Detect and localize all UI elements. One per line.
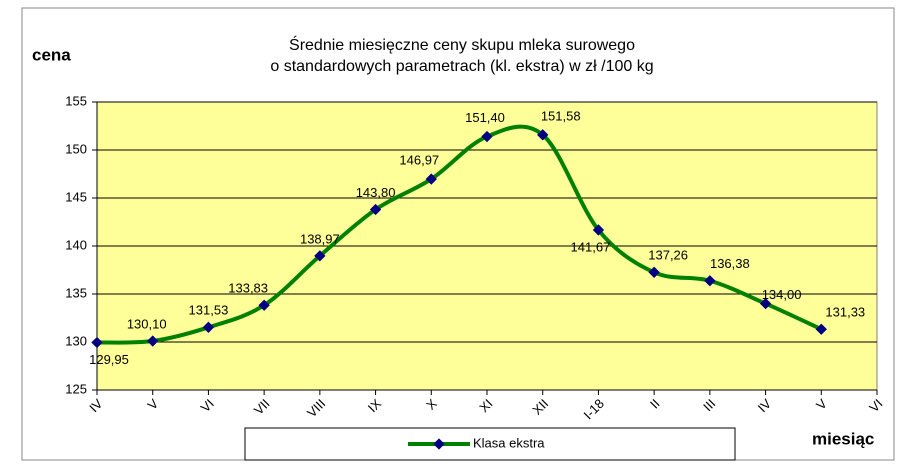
marker	[369, 203, 382, 216]
data-label: 131,53	[189, 303, 229, 318]
y-tick-label: 150	[65, 141, 87, 156]
data-label: 138,97	[300, 231, 340, 246]
data-label: 141,67	[571, 239, 611, 254]
data-label: 129,95	[89, 352, 129, 367]
marker	[425, 173, 437, 185]
marker	[537, 129, 549, 141]
marker	[815, 323, 827, 335]
data-label: 143,80	[356, 185, 396, 200]
marker	[481, 130, 493, 143]
data-label: 151,58	[541, 108, 581, 123]
marker	[147, 335, 159, 347]
y-tick-label: 140	[65, 237, 87, 252]
marker	[759, 297, 772, 310]
data-label: 151,40	[465, 110, 505, 125]
legend	[244, 427, 736, 461]
data-label: 130,10	[127, 316, 167, 331]
legend-marker	[433, 438, 445, 450]
marker	[258, 299, 270, 311]
marker	[592, 224, 605, 236]
y-tick-label: 125	[65, 381, 87, 396]
x-axis-label: miesiąc	[812, 429, 874, 448]
marker	[648, 266, 660, 278]
data-label: 136,38	[710, 256, 750, 271]
data-label: 146,97	[399, 153, 439, 168]
data-label: 131,33	[825, 305, 865, 320]
marker	[704, 275, 716, 287]
y-tick-label: 130	[65, 333, 87, 348]
y-tick-label: 155	[65, 93, 87, 108]
marker	[314, 250, 326, 262]
data-label: 133,83	[228, 281, 268, 296]
chart-title: o standardowych parametrach (kl. ekstra)…	[270, 58, 653, 75]
legend-label: Klasa ekstra	[473, 435, 545, 450]
y-axis-label: cena	[32, 45, 71, 64]
y-tick-label: 145	[65, 189, 87, 204]
data-label: 134,00	[762, 287, 802, 302]
data-label: 137,26	[648, 248, 688, 263]
line	[96, 124, 823, 345]
y-tick-label: 135	[65, 285, 87, 300]
marker	[202, 321, 215, 333]
chart-title: Średnie miesięczne ceny skupu mleka suro…	[289, 35, 635, 54]
